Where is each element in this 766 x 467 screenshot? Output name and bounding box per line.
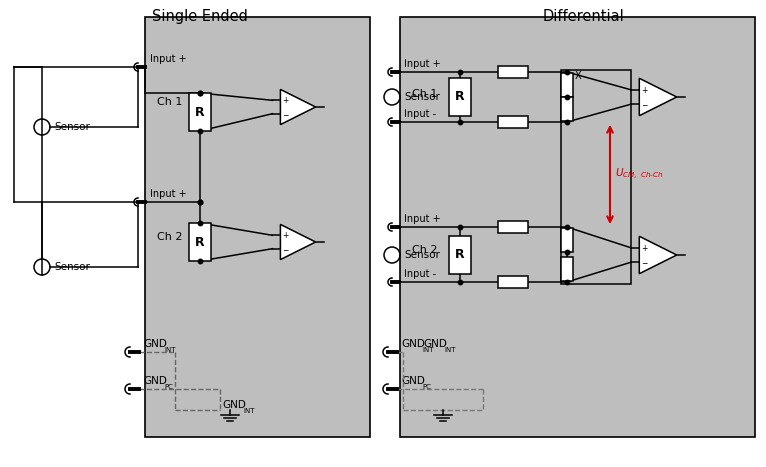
Text: Input +: Input + (404, 59, 440, 69)
Text: $+$: $+$ (640, 85, 648, 95)
Text: Ch 2: Ch 2 (157, 232, 182, 242)
Bar (449, 78, 471, 116)
Polygon shape (640, 78, 676, 116)
Bar (498, 221, 528, 233)
Bar (561, 257, 573, 281)
Text: Sensor: Sensor (54, 122, 90, 132)
Bar (498, 116, 528, 128)
Bar (561, 97, 573, 121)
Text: X: X (575, 71, 581, 81)
Text: INT: INT (164, 347, 175, 353)
Text: PC: PC (422, 384, 430, 390)
Text: Input +: Input + (404, 214, 440, 224)
Text: INT: INT (444, 347, 456, 353)
Text: $-$: $-$ (640, 258, 648, 267)
Text: $-$: $-$ (640, 99, 648, 109)
Text: R: R (195, 106, 205, 119)
Text: INT: INT (422, 347, 434, 353)
Bar (561, 70, 631, 284)
Polygon shape (280, 89, 316, 125)
Text: Single Ended: Single Ended (152, 9, 248, 24)
Bar (561, 228, 573, 252)
Text: GND: GND (401, 376, 425, 386)
Bar (189, 223, 211, 261)
Text: GND: GND (423, 339, 447, 349)
Text: Sensor: Sensor (404, 92, 440, 102)
Bar (400, 17, 755, 437)
Text: Ch 2: Ch 2 (412, 245, 437, 255)
Text: PC: PC (164, 384, 173, 390)
Text: $+$: $+$ (282, 230, 289, 241)
Text: $-$: $-$ (282, 109, 289, 118)
Text: GND: GND (222, 400, 246, 410)
Bar (498, 276, 528, 288)
Text: $U_{CM,\ Ch\text{-}Ch}$: $U_{CM,\ Ch\text{-}Ch}$ (615, 167, 663, 182)
Text: Sensor: Sensor (54, 262, 90, 272)
Bar (145, 17, 370, 437)
Bar (189, 93, 211, 131)
Text: INT: INT (243, 408, 254, 414)
Text: Ch 1: Ch 1 (157, 97, 182, 107)
Text: GND: GND (143, 339, 167, 349)
Polygon shape (640, 236, 676, 274)
Text: GND: GND (143, 376, 167, 386)
Text: $+$: $+$ (282, 95, 289, 106)
Text: R: R (455, 248, 465, 262)
Bar (498, 66, 528, 78)
Text: Ch 1: Ch 1 (412, 89, 437, 99)
Text: $+$: $+$ (640, 243, 648, 253)
Text: Input +: Input + (150, 54, 187, 64)
Text: Input -: Input - (404, 109, 436, 119)
Polygon shape (280, 225, 316, 260)
Text: R: R (455, 91, 465, 104)
Bar (561, 73, 573, 97)
Text: Sensor: Sensor (404, 250, 440, 260)
Text: GND: GND (401, 339, 425, 349)
Text: Input -: Input - (404, 269, 436, 279)
Bar (449, 236, 471, 274)
Text: R: R (195, 235, 205, 248)
Text: $-$: $-$ (282, 244, 289, 253)
Text: Differential: Differential (542, 9, 624, 24)
Text: Input +: Input + (150, 189, 187, 199)
